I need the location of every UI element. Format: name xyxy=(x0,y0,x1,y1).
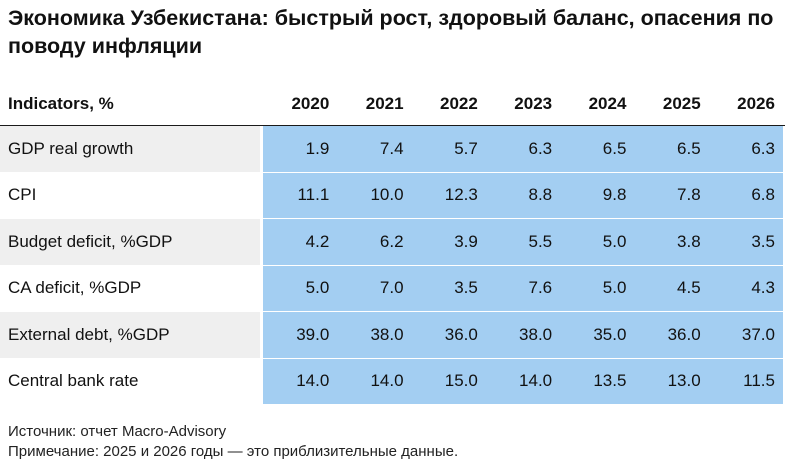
footer: Источник: отчет Macro-Advisory Примечани… xyxy=(8,422,458,462)
year-header: 2022 xyxy=(440,93,478,113)
row-label: External debt, %GDP xyxy=(0,312,260,358)
table-cell: 3.8 xyxy=(634,219,709,265)
table-cell: 5.5 xyxy=(485,219,561,265)
table-cell: 4.3 xyxy=(708,265,783,311)
table-cell: 10.0 xyxy=(337,172,412,218)
table-row: External debt, %GDP 39.0 38.0 36.0 38.0 … xyxy=(0,312,785,359)
row-label: Central bank rate xyxy=(0,358,260,404)
table-cell: 3.5 xyxy=(411,265,486,311)
table-cell: 11.5 xyxy=(708,358,783,404)
year-header: 2024 xyxy=(588,93,627,113)
table-cell: 14.0 xyxy=(337,358,412,404)
table-cell: 36.0 xyxy=(411,312,486,358)
table-cell: 15.0 xyxy=(411,358,486,404)
row-label: CPI xyxy=(0,172,260,218)
table-cell: 39.0 xyxy=(263,312,338,358)
table-cell: 5.0 xyxy=(560,265,635,311)
table-cell: 6.5 xyxy=(634,126,709,172)
table-cell: 6.3 xyxy=(485,126,561,172)
table-cell: 8.8 xyxy=(485,172,561,218)
table-row: CA deficit, %GDP 5.0 7.0 3.5 7.6 5.0 4.5… xyxy=(0,265,785,312)
year-header: 2020 xyxy=(291,93,330,113)
page-title: Экономика Узбекистана: быстрый рост, здо… xyxy=(8,6,774,58)
table-cell: 5.0 xyxy=(560,219,635,265)
table-cell: 7.8 xyxy=(634,172,709,218)
table-cell: 14.0 xyxy=(263,358,338,404)
table-cell: 38.0 xyxy=(485,312,561,358)
table-cell: 4.2 xyxy=(263,219,338,265)
table-cell: 3.9 xyxy=(411,219,486,265)
header-years: 2020 2021 2022 2023 2024 2025 2026 xyxy=(263,82,783,125)
table-header: Indicators, % 2020 2021 2022 2023 2024 2… xyxy=(0,82,785,126)
row-label: GDP real growth xyxy=(0,126,260,172)
source-note: Источник: отчет Macro-Advisory xyxy=(8,423,227,440)
table-cell: 35.0 xyxy=(560,312,635,358)
indicators-table: Indicators, % 2020 2021 2022 2023 2024 2… xyxy=(0,82,785,405)
table-row: CPI 11.1 10.0 12.3 8.8 9.8 7.8 6.8 xyxy=(0,172,785,219)
table-cell: 11.1 xyxy=(263,172,338,218)
year-header: 2023 xyxy=(514,93,553,113)
table-cell: 5.7 xyxy=(411,126,486,172)
table-cell: 13.0 xyxy=(634,358,709,404)
header-label: Indicators, % xyxy=(8,93,114,113)
table-row: Central bank rate 14.0 14.0 15.0 14.0 13… xyxy=(0,358,785,405)
table-cell: 37.0 xyxy=(708,312,783,358)
row-label: Budget deficit, %GDP xyxy=(0,219,260,265)
table-cell: 12.3 xyxy=(411,172,486,218)
row-label: CA deficit, %GDP xyxy=(0,265,260,311)
table-cell: 5.0 xyxy=(263,265,338,311)
table-cell: 7.4 xyxy=(337,126,412,172)
year-header: 2026 xyxy=(737,93,775,113)
table-cell: 4.5 xyxy=(634,265,709,311)
table-cell: 7.6 xyxy=(485,265,561,311)
table-cell: 14.0 xyxy=(485,358,561,404)
table-cell: 36.0 xyxy=(634,312,709,358)
table-cell: 13.5 xyxy=(560,358,635,404)
table-cell: 3.5 xyxy=(708,219,783,265)
table-row: GDP real growth 1.9 7.4 5.7 6.3 6.5 6.5 … xyxy=(0,126,785,173)
table-row: Budget deficit, %GDP 4.2 6.2 3.9 5.5 5.0… xyxy=(0,219,785,266)
table-cell: 6.8 xyxy=(708,172,783,218)
table-cell: 6.5 xyxy=(560,126,635,172)
approximation-note: Примечание: 2025 и 2026 годы — это прибл… xyxy=(8,443,459,460)
table-cell: 1.9 xyxy=(263,126,338,172)
table-cell: 38.0 xyxy=(337,312,412,358)
table-cell: 9.8 xyxy=(560,172,635,218)
year-header: 2021 xyxy=(365,93,404,113)
year-header: 2025 xyxy=(662,93,701,113)
table-cell: 7.0 xyxy=(337,265,412,311)
table-cell: 6.3 xyxy=(708,126,783,172)
table-cell: 6.2 xyxy=(337,219,412,265)
